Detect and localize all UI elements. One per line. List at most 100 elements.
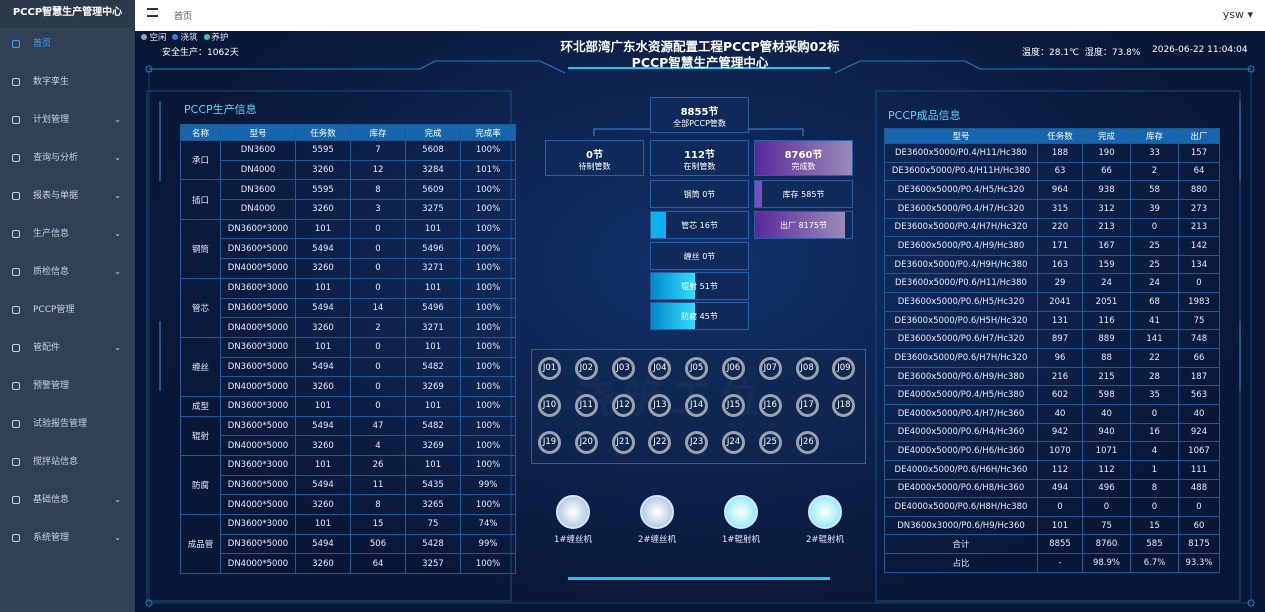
table-cell: 3269: [405, 376, 461, 397]
flow-text: 全部PCCP管数: [673, 119, 726, 128]
menu-item[interactable]: 首页: [0, 34, 135, 54]
station[interactable]: J20: [574, 431, 598, 454]
station[interactable]: J21: [611, 431, 635, 454]
menu-icon: [12, 306, 20, 314]
machine-icon[interactable]: [556, 495, 590, 529]
station[interactable]: J11: [574, 394, 598, 417]
flow-box: 出厂 8175节: [754, 211, 853, 239]
table-cell: 47: [350, 415, 406, 437]
table-row: DE3600x5000/P0.4/H7/Hc320 315 312 39 273: [884, 198, 1220, 219]
station[interactable]: J09: [832, 357, 856, 380]
station[interactable]: J16: [758, 394, 782, 417]
station[interactable]: J02: [574, 357, 598, 380]
machine-icon[interactable]: [724, 495, 758, 529]
menu-item[interactable]: 查询与分析 ⌄: [0, 148, 135, 168]
table-cell: 5595: [295, 179, 351, 201]
station[interactable]: J22: [648, 431, 672, 454]
user-name[interactable]: ysw: [1222, 8, 1244, 21]
breadcrumb[interactable]: 首页: [174, 12, 193, 22]
menu-icon: [12, 154, 20, 162]
table-cell: 1070: [1037, 441, 1083, 461]
menu-item[interactable]: 计划管理 ⌄: [0, 110, 135, 130]
table-cell: 100%: [460, 218, 516, 240]
menu-item[interactable]: 基础信息 ⌄: [0, 490, 135, 510]
table-cell: 0: [350, 277, 406, 299]
column-header: 完成: [1082, 128, 1131, 144]
table-cell: 2: [1130, 161, 1179, 182]
legend-item: 养护: [203, 33, 229, 43]
table-cell: 213: [1178, 217, 1220, 238]
station[interactable]: J12: [611, 394, 635, 417]
table-cell: 312: [1082, 198, 1131, 219]
table-cell: 8175: [1178, 534, 1220, 555]
table-cell: 3260: [295, 494, 351, 516]
station[interactable]: J01: [538, 357, 561, 380]
progress-fill: [755, 141, 852, 175]
menu-item[interactable]: 质检信息 ⌄: [0, 262, 135, 282]
station[interactable]: J15: [722, 394, 745, 417]
menu-item[interactable]: 预警管理: [0, 376, 135, 396]
menu-item[interactable]: 生产信息 ⌄: [0, 224, 135, 244]
station[interactable]: J26: [795, 431, 819, 454]
menu-item[interactable]: 报表与单据 ⌄: [0, 186, 135, 206]
menu-label: 系统管理: [33, 533, 70, 543]
table-cell: 11: [350, 474, 406, 496]
station[interactable]: J14: [685, 394, 709, 417]
progress-fill: [755, 181, 762, 207]
station[interactable]: J19: [538, 431, 561, 454]
menu-item[interactable]: 试验报告管理: [0, 414, 135, 434]
station[interactable]: J08: [795, 357, 819, 380]
station[interactable]: J06: [722, 357, 745, 380]
group-name: 插口: [180, 179, 221, 220]
table-cell: DN3600*3000: [220, 218, 296, 240]
table-row: DN3600*5000 5494 0 5482 100%: [181, 356, 516, 378]
flow-box: 辊射 51节: [650, 272, 749, 300]
table-cell: 506: [350, 533, 406, 555]
menu-label: 首页: [33, 39, 52, 49]
station[interactable]: J10: [538, 394, 561, 417]
station[interactable]: J05: [685, 357, 709, 380]
column-header: 完成率: [460, 124, 516, 141]
table-cell: 15: [1130, 515, 1179, 536]
flow-text: 管芯 16节: [681, 221, 718, 230]
menu-item[interactable]: 搅拌站信息: [0, 452, 135, 472]
table-cell: 101: [295, 218, 351, 240]
station[interactable]: J25: [758, 431, 782, 454]
table-cell: 101: [405, 395, 461, 417]
flow-text: 防腐 45节: [681, 312, 718, 321]
menu-item[interactable]: 系统管理 ⌄: [0, 528, 135, 548]
user-menu[interactable]: ysw ▾: [1222, 8, 1253, 21]
column-header: 任务数: [1037, 128, 1083, 144]
station[interactable]: J24: [722, 431, 745, 454]
menu-toggle[interactable]: [147, 8, 158, 17]
station[interactable]: J17: [795, 394, 819, 417]
table-cell: 897: [1037, 329, 1083, 350]
sidebar-title: PCCP智慧生产管理中心: [0, 0, 135, 28]
table-cell: 75: [1178, 310, 1220, 331]
station[interactable]: J04: [648, 357, 672, 380]
machine-icon[interactable]: [808, 495, 842, 529]
menu-item[interactable]: 数字孪生: [0, 72, 135, 92]
station[interactable]: J23: [685, 431, 709, 454]
weather: 温度：28.1℃ 湿度：73.8%: [1022, 48, 1141, 58]
menu-item[interactable]: PCCP管理: [0, 300, 135, 320]
table-cell: 29: [1037, 273, 1083, 294]
table-cell: 0: [350, 395, 406, 417]
table-row: DN3600*5000 5494 14 5496 100%: [181, 297, 516, 319]
station[interactable]: J07: [758, 357, 782, 380]
station[interactable]: J03: [611, 357, 635, 380]
table-cell: DE3600x5000/P0.6/H5/Hc320: [884, 292, 1038, 312]
table-cell: 0: [1130, 217, 1179, 238]
station[interactable]: J18: [832, 394, 856, 417]
menu-arrow: ⌄: [114, 267, 121, 276]
table-cell: DN4000*5000: [220, 553, 296, 575]
panel-title: PCCP生产信息: [184, 103, 257, 116]
table-cell: 100%: [460, 415, 516, 437]
machine-icon[interactable]: [640, 495, 674, 529]
table-cell: 5494: [295, 415, 351, 437]
topbar: 首页 ysw ▾: [135, 0, 1265, 31]
legend-swatch: [172, 34, 179, 40]
table-row: DN4000*5000 3260 0 3269 100%: [181, 376, 516, 397]
station[interactable]: J13: [648, 394, 672, 417]
menu-item[interactable]: 管配件 ⌄: [0, 338, 135, 358]
